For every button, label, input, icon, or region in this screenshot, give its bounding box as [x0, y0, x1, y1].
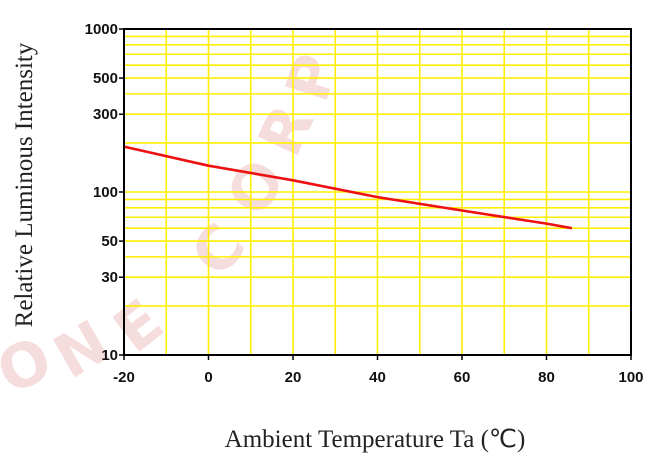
y-tick-label: 500	[93, 70, 118, 87]
x-tick-label: 40	[369, 369, 386, 386]
x-tick-labels: -20 0 20 40 60 80 100	[113, 355, 644, 386]
data-layer	[123, 145, 573, 230]
series-line-0	[123, 145, 573, 230]
y-axis-title: Relative Luminous Intensity	[11, 42, 38, 327]
y-tick-label: 1000	[85, 21, 118, 38]
grid	[124, 29, 631, 355]
x-tick-label: -20	[113, 369, 135, 386]
y-tick-labels: 1000 500 300 100 50 30 10	[85, 21, 124, 364]
y-tick-label: 10	[101, 347, 118, 364]
x-tick-label: 100	[618, 369, 643, 386]
y-tick-label: 300	[93, 106, 118, 123]
x-tick-label: 20	[285, 369, 302, 386]
x-axis-title: Ambient Temperature Ta (℃)	[225, 426, 526, 453]
y-tick-label: 50	[101, 233, 118, 250]
y-tick-label: 100	[93, 184, 118, 201]
x-tick-label: 0	[204, 369, 212, 386]
y-tick-label: 30	[101, 269, 118, 286]
x-tick-label: 60	[454, 369, 471, 386]
x-tick-label: 80	[538, 369, 555, 386]
